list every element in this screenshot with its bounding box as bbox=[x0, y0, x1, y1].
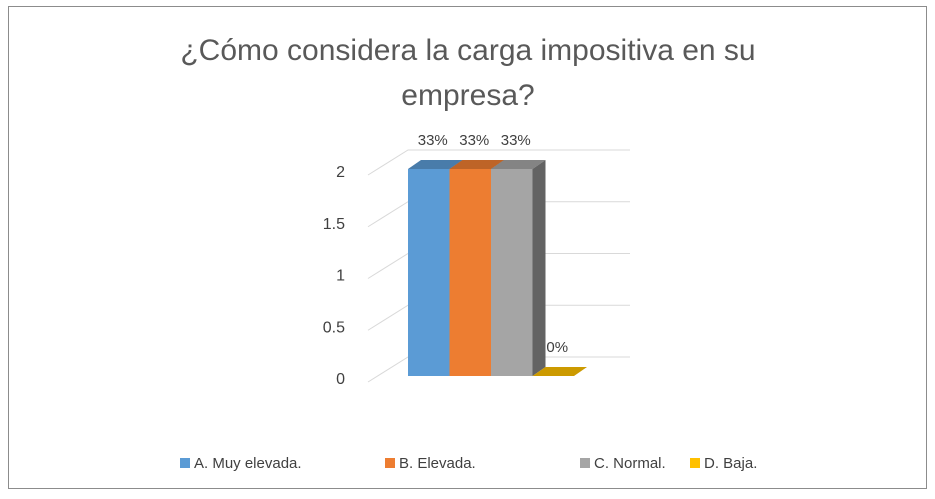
legend-label: D. Baja. bbox=[704, 455, 757, 472]
legend-label: A. Muy elevada. bbox=[194, 455, 302, 472]
legend-swatch bbox=[580, 458, 590, 468]
bar bbox=[449, 169, 491, 376]
chart-title: ¿Cómo considera la carga impositiva en s… bbox=[180, 34, 756, 112]
grid-line bbox=[367, 149, 630, 176]
bar bbox=[408, 169, 450, 376]
y-tick-label: 1.5 bbox=[323, 216, 345, 233]
legend-swatch bbox=[690, 458, 700, 468]
bar-top bbox=[408, 160, 463, 169]
y-tick-label: 2 bbox=[336, 164, 345, 181]
legend-swatch bbox=[180, 458, 190, 468]
bar-top bbox=[449, 160, 504, 169]
y-tick-label: 0.5 bbox=[323, 319, 345, 336]
legend-swatch bbox=[385, 458, 395, 468]
data-label: 33% bbox=[501, 132, 531, 149]
legend-label: B. Elevada. bbox=[399, 455, 476, 472]
data-label: 0% bbox=[546, 339, 568, 356]
bar bbox=[491, 169, 533, 376]
data-label: 33% bbox=[459, 132, 489, 149]
legend-label: C. Normal. bbox=[594, 455, 666, 472]
y-tick-label: 1 bbox=[336, 268, 345, 285]
bar-top bbox=[491, 160, 546, 169]
chart-border bbox=[8, 6, 927, 489]
bar-side bbox=[532, 160, 546, 376]
data-label: 33% bbox=[418, 132, 448, 149]
y-tick-label: 0 bbox=[336, 371, 345, 388]
bar-top bbox=[532, 367, 587, 376]
